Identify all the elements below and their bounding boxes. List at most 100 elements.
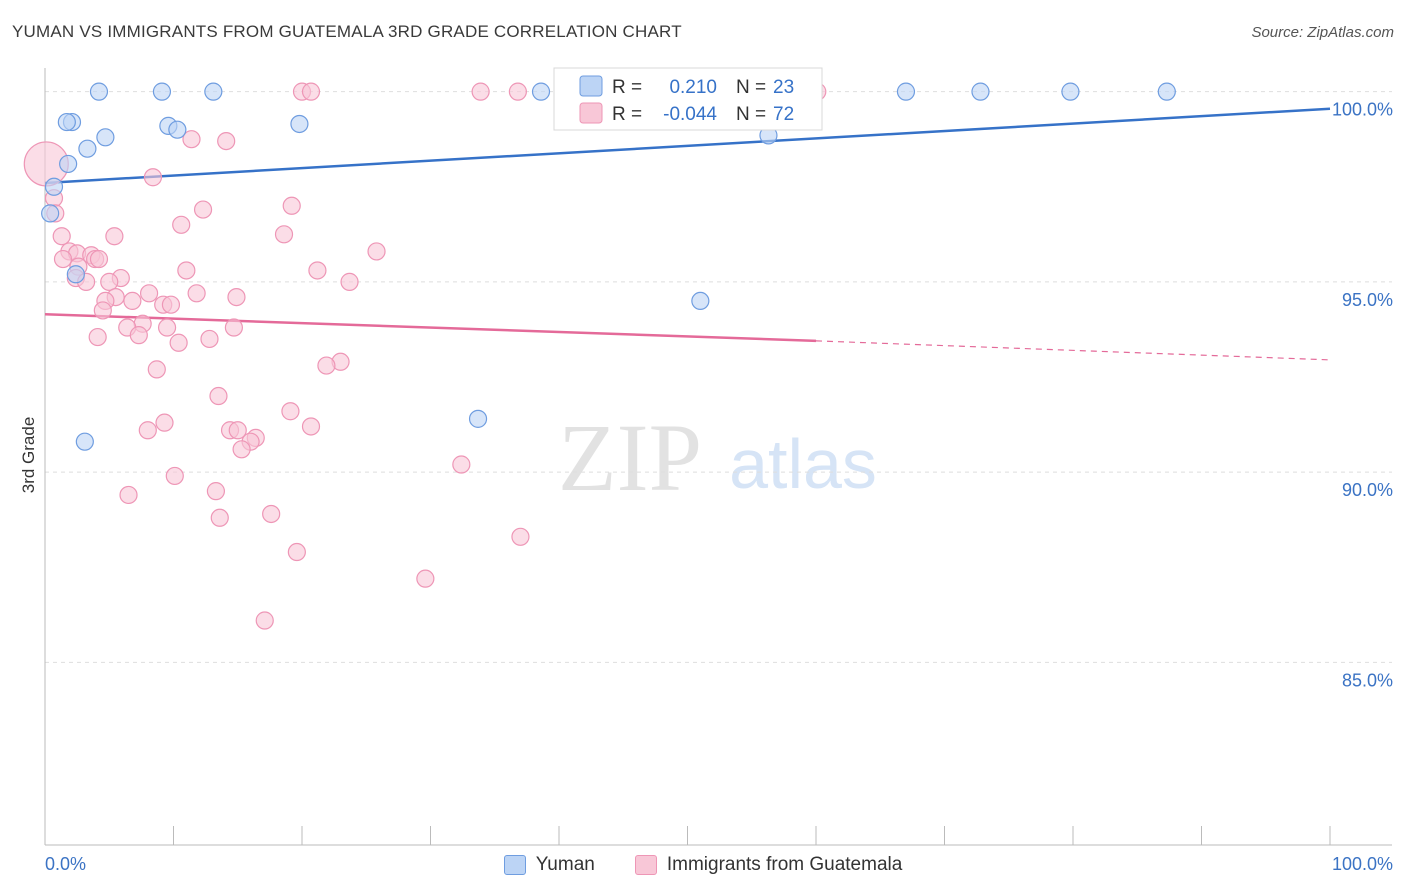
point-guatemala xyxy=(147,360,166,379)
point-guatemala xyxy=(209,386,228,406)
point-guatemala xyxy=(169,333,188,352)
point-guatemala xyxy=(287,542,306,562)
point-guatemala xyxy=(100,272,119,291)
point-guatemala xyxy=(155,413,174,432)
point-guatemala xyxy=(452,455,471,474)
point-guatemala xyxy=(89,249,109,269)
point-yuman xyxy=(78,139,97,158)
point-yuman xyxy=(44,177,64,196)
point-guatemala xyxy=(308,261,327,280)
point-guatemala xyxy=(200,329,219,349)
point-guatemala xyxy=(187,284,206,303)
legend-r-label-2: R = xyxy=(612,104,642,125)
point-yuman xyxy=(152,82,172,101)
point-guatemala xyxy=(193,200,213,219)
legend-r-value-1: 0.210 xyxy=(669,77,717,98)
point-guatemala xyxy=(301,82,321,101)
bottom-legend-swatch-guatemala xyxy=(634,855,657,875)
point-guatemala xyxy=(224,318,243,337)
point-guatemala xyxy=(232,440,251,459)
source-credit: Source: ZipAtlas.com xyxy=(1251,24,1394,41)
point-yuman xyxy=(57,112,76,132)
point-yuman xyxy=(66,265,85,284)
point-guatemala xyxy=(52,227,71,246)
point-guatemala xyxy=(157,318,177,337)
point-guatemala xyxy=(93,301,112,320)
point-guatemala xyxy=(53,249,73,269)
point-guatemala xyxy=(508,82,527,101)
point-guatemala xyxy=(301,417,321,436)
x-tick-label: 0.0% xyxy=(45,854,86,874)
point-yuman xyxy=(89,82,109,101)
bottom-legend-item-guatemala: Immigrants from Guatemala xyxy=(634,854,903,876)
point-guatemala xyxy=(228,421,247,440)
point-yuman xyxy=(290,114,309,134)
point-yuman xyxy=(96,128,115,147)
bottom-legend-label-guatemala: Immigrants from Guatemala xyxy=(666,854,903,875)
point-guatemala xyxy=(274,225,294,244)
x-tick-label: 100.0% xyxy=(1332,854,1393,874)
bottom-legend: Yuman Immigrants from Guatemala xyxy=(0,850,1406,880)
point-yuman xyxy=(59,154,78,174)
legend-n-label-1: N = xyxy=(736,77,766,98)
trend-line-guatemala xyxy=(44,312,817,343)
legend-n-value-2: 72 xyxy=(773,104,794,125)
point-guatemala xyxy=(182,130,201,149)
point-yuman xyxy=(41,204,60,223)
watermark-atlas: atlas xyxy=(729,425,877,503)
point-guatemala xyxy=(317,356,336,375)
point-guatemala xyxy=(255,611,274,630)
axes xyxy=(44,68,1392,846)
point-yuman xyxy=(168,120,187,139)
point-guatemala xyxy=(172,215,191,234)
bottom-legend-item-yuman: Yuman xyxy=(503,854,595,876)
point-yuman xyxy=(531,82,551,101)
point-guatemala xyxy=(143,168,163,187)
point-guatemala xyxy=(210,508,229,527)
point-guatemala xyxy=(282,196,301,215)
point-guatemala xyxy=(511,527,530,546)
watermark-zip: ZIP xyxy=(558,404,702,511)
point-guatemala xyxy=(119,485,138,505)
point-guatemala xyxy=(88,327,107,347)
bottom-legend-swatch-yuman xyxy=(503,855,526,875)
legend-swatch-guatemala xyxy=(579,102,603,124)
point-guatemala xyxy=(281,402,300,421)
legend-r-label-1: R = xyxy=(612,77,642,98)
y-tick-label: 90.0% xyxy=(1342,480,1393,500)
point-guatemala xyxy=(340,272,359,291)
point-guatemala xyxy=(105,227,124,246)
point-yuman xyxy=(971,82,990,101)
y-tick-label: 85.0% xyxy=(1342,670,1393,690)
point-yuman xyxy=(1061,82,1080,101)
point-guatemala xyxy=(177,261,196,280)
point-yuman xyxy=(896,82,916,101)
grid-lines xyxy=(45,91,1392,663)
point-yuman xyxy=(468,409,488,428)
point-guatemala xyxy=(165,466,184,486)
point-guatemala xyxy=(471,82,490,101)
point-guatemala xyxy=(227,287,246,307)
chart-title: YUMAN VS IMMIGRANTS FROM GUATEMALA 3RD G… xyxy=(12,22,682,41)
stats-legend: R = 0.210 N = 23 R = -0.044 N = 72 xyxy=(553,67,823,131)
point-guatemala xyxy=(206,482,226,501)
data-points xyxy=(23,82,1176,630)
point-yuman xyxy=(204,82,223,101)
trend-line-guatemala-extension xyxy=(815,340,1331,361)
trend-line-yuman xyxy=(44,107,1331,185)
point-guatemala xyxy=(367,242,386,261)
legend-r-value-2: -0.044 xyxy=(663,104,717,125)
point-yuman xyxy=(1157,82,1176,101)
axis-labels: 85.0% 90.0% 95.0% 100.0% 0.0% 100.0% xyxy=(45,100,1393,874)
point-yuman xyxy=(75,432,94,451)
bottom-legend-label-yuman: Yuman xyxy=(535,854,595,875)
point-guatemala xyxy=(416,569,435,588)
point-guatemala xyxy=(129,326,148,345)
point-guatemala xyxy=(123,291,142,311)
trend-lines xyxy=(44,107,1331,361)
point-guatemala xyxy=(139,284,159,303)
y-axis-title: 3rd Grade xyxy=(19,417,38,494)
y-tick-label: 95.0% xyxy=(1342,290,1393,310)
point-yuman xyxy=(691,291,710,311)
